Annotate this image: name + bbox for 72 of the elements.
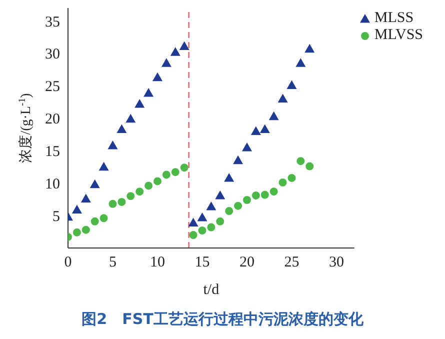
point: [100, 214, 108, 222]
point: [206, 201, 216, 210]
text: 图2 FST工艺运行过程中污泥浓度的变化: [80, 310, 364, 329]
point: [170, 47, 180, 56]
point: [72, 204, 82, 214]
point: [116, 124, 127, 134]
point: [118, 198, 126, 206]
x-tick-label: 15: [194, 254, 210, 271]
y-tick-label: 15: [45, 144, 60, 160]
x-tick-label: 5: [108, 254, 116, 271]
point: [242, 196, 251, 204]
point: [108, 140, 118, 150]
y-tick-label: 10: [45, 176, 60, 192]
point: [134, 99, 145, 108]
point: [198, 226, 206, 234]
point: [179, 41, 190, 50]
point: [296, 58, 306, 67]
point: [270, 188, 278, 196]
x-tick-label: 10: [150, 254, 165, 271]
point: [98, 162, 109, 171]
point: [82, 226, 90, 234]
point: [260, 190, 269, 199]
legend-label: MLSS: [374, 10, 414, 27]
point: [288, 174, 296, 182]
y-tick-label: 5: [52, 208, 60, 225]
point: [180, 164, 188, 172]
point: [216, 217, 224, 226]
point: [126, 114, 136, 123]
point: [108, 200, 117, 208]
point: [90, 179, 100, 188]
point: [189, 231, 198, 240]
point: [144, 88, 154, 97]
x-tick-label: 30: [328, 254, 344, 271]
point: [260, 124, 270, 134]
point: [250, 126, 261, 135]
point: [152, 72, 162, 82]
point: [161, 58, 172, 67]
point: [286, 80, 297, 89]
point: [144, 182, 153, 190]
x-tick-label: 0: [64, 254, 72, 271]
point: [90, 217, 99, 226]
point: [268, 111, 279, 120]
point: [224, 172, 234, 182]
y-tick-label: 25: [45, 79, 60, 96]
x-tick-label: 25: [284, 254, 300, 271]
point: [225, 207, 234, 216]
point: [207, 223, 216, 232]
point: [162, 170, 170, 179]
x-tick-label: 20: [239, 254, 254, 271]
point: [252, 191, 260, 200]
x-axis-title: t/d: [203, 282, 220, 298]
legend-label: MLVSS: [374, 27, 423, 44]
point: [153, 177, 162, 186]
point: [72, 228, 81, 236]
point: [234, 202, 242, 210]
point: [188, 218, 198, 226]
point: [197, 212, 208, 222]
y-tick-label: 30: [45, 46, 60, 63]
y-tick-label: 35: [45, 14, 60, 30]
point: [215, 190, 226, 200]
point: [80, 194, 91, 202]
point: [126, 192, 135, 200]
point: [306, 162, 314, 170]
point: [278, 178, 287, 186]
point: [171, 168, 180, 176]
point: [136, 188, 144, 196]
point: [278, 94, 288, 103]
point: [242, 142, 252, 152]
point: [233, 155, 244, 164]
y-tick-label: 20: [45, 112, 60, 128]
point: [296, 157, 305, 166]
point: [304, 44, 315, 53]
